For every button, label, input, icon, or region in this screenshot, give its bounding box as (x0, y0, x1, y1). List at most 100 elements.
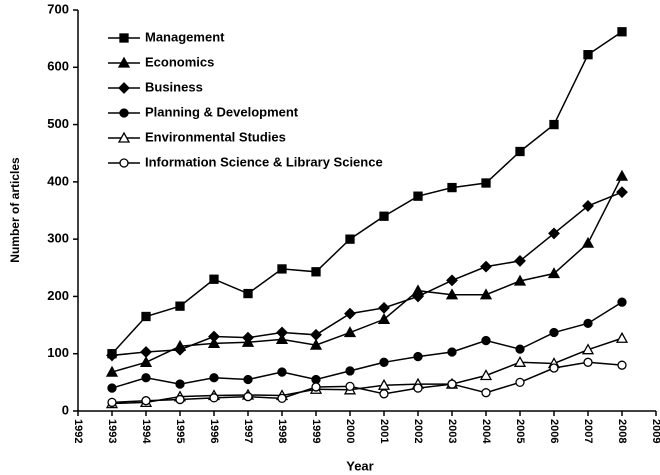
y-axis-label: Number of articles (8, 157, 22, 263)
marker (616, 186, 628, 199)
marker (207, 337, 221, 349)
x-tick-label: 2003 (446, 419, 458, 443)
y-tick-label: 600 (47, 59, 69, 74)
x-tick-label: 2004 (480, 419, 492, 444)
marker (119, 108, 129, 118)
y-tick-label: 0 (62, 402, 69, 417)
marker (175, 301, 185, 311)
marker (345, 234, 355, 244)
legend-label: Planning & Development (145, 104, 299, 119)
marker (140, 346, 152, 358)
legend-label: Economics (145, 54, 214, 69)
series-line (111, 191, 623, 357)
marker (479, 288, 493, 300)
marker (515, 377, 525, 388)
marker (311, 382, 321, 392)
marker (175, 379, 185, 389)
legend-label: Environmental Studies (145, 129, 286, 144)
marker (141, 311, 151, 322)
marker (379, 389, 389, 399)
marker (581, 236, 595, 248)
marker (345, 366, 355, 376)
marker (583, 357, 593, 367)
marker (141, 396, 151, 406)
series-line (111, 175, 623, 373)
marker (481, 388, 491, 398)
x-tick-label: 2000 (344, 419, 356, 443)
marker (413, 191, 423, 201)
marker (583, 318, 593, 329)
x-tick-label: 1998 (276, 419, 288, 443)
marker (615, 331, 629, 343)
marker (617, 27, 627, 37)
marker (118, 82, 130, 94)
x-tick-label: 2008 (616, 419, 628, 443)
marker (515, 146, 525, 157)
x-tick-label: 2006 (548, 419, 560, 443)
marker (277, 367, 287, 377)
marker (413, 351, 423, 362)
marker (617, 297, 627, 307)
x-tick-label: 2007 (582, 419, 594, 443)
y-tick-label: 700 (47, 1, 69, 16)
marker (107, 383, 117, 393)
marker (208, 330, 220, 343)
marker (344, 307, 356, 320)
marker (106, 349, 118, 362)
marker (445, 288, 459, 300)
marker (117, 131, 131, 143)
y-tick-label: 400 (47, 173, 69, 188)
marker (139, 355, 153, 367)
marker (209, 393, 219, 403)
marker (513, 355, 527, 367)
marker (107, 397, 117, 408)
x-tick-label: 2001 (378, 419, 390, 443)
marker (447, 347, 457, 357)
marker (447, 379, 457, 389)
marker (276, 326, 288, 339)
marker (105, 365, 119, 377)
marker (378, 301, 390, 314)
marker (345, 381, 355, 392)
marker (615, 169, 629, 181)
marker (379, 357, 389, 367)
marker (379, 211, 389, 221)
marker (310, 328, 322, 341)
marker (275, 333, 289, 345)
marker (209, 373, 219, 383)
marker (447, 182, 457, 193)
marker (311, 267, 321, 277)
marker (515, 344, 525, 354)
marker (343, 326, 357, 338)
legend-label: Information Science & Library Science (145, 154, 383, 169)
x-tick-label: 1996 (208, 419, 220, 443)
marker (243, 288, 253, 299)
marker (119, 158, 129, 168)
x-tick-label: 2009 (650, 419, 660, 443)
marker (141, 373, 151, 383)
x-tick-label: 1997 (242, 419, 254, 443)
x-tick-label: 1992 (72, 419, 84, 443)
marker (412, 290, 424, 303)
y-tick-label: 500 (47, 116, 69, 131)
marker (117, 56, 131, 68)
marker (377, 313, 391, 324)
marker (479, 369, 493, 381)
marker (446, 274, 458, 287)
x-tick-label: 1995 (174, 419, 186, 443)
marker (119, 33, 129, 43)
legend-label: Management (145, 29, 225, 44)
marker (209, 274, 219, 284)
marker (549, 327, 559, 338)
marker (514, 254, 526, 267)
x-tick-label: 2005 (514, 419, 526, 443)
x-tick-label: 1994 (140, 419, 152, 444)
y-tick-label: 200 (47, 288, 69, 303)
marker (242, 331, 254, 344)
marker (413, 383, 423, 393)
marker (481, 178, 491, 188)
series-line (111, 31, 623, 355)
marker (277, 393, 287, 404)
y-tick-label: 100 (47, 345, 69, 360)
